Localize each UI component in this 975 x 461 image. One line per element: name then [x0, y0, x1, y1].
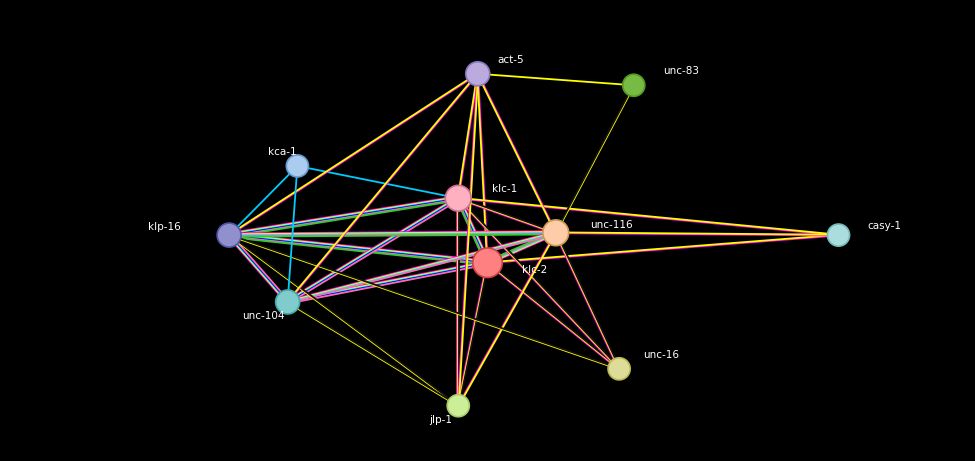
Ellipse shape [608, 358, 630, 380]
Ellipse shape [448, 395, 469, 417]
Text: jlp-1: jlp-1 [429, 415, 452, 426]
Ellipse shape [276, 290, 299, 314]
Ellipse shape [473, 248, 502, 278]
Ellipse shape [287, 155, 308, 177]
Text: klc-1: klc-1 [492, 184, 518, 194]
Ellipse shape [466, 62, 489, 86]
Text: kca-1: kca-1 [268, 147, 296, 157]
Ellipse shape [543, 220, 568, 246]
Ellipse shape [217, 223, 241, 247]
Ellipse shape [446, 185, 471, 211]
Text: klc-2: klc-2 [522, 265, 547, 275]
Ellipse shape [828, 224, 849, 246]
Text: unc-83: unc-83 [663, 66, 699, 77]
Text: klp-16: klp-16 [148, 222, 181, 232]
Text: casy-1: casy-1 [868, 221, 902, 231]
Text: unc-16: unc-16 [644, 350, 680, 360]
Text: unc-116: unc-116 [590, 220, 633, 230]
Ellipse shape [623, 74, 644, 96]
Text: act-5: act-5 [497, 55, 524, 65]
Text: unc-104: unc-104 [242, 311, 285, 321]
